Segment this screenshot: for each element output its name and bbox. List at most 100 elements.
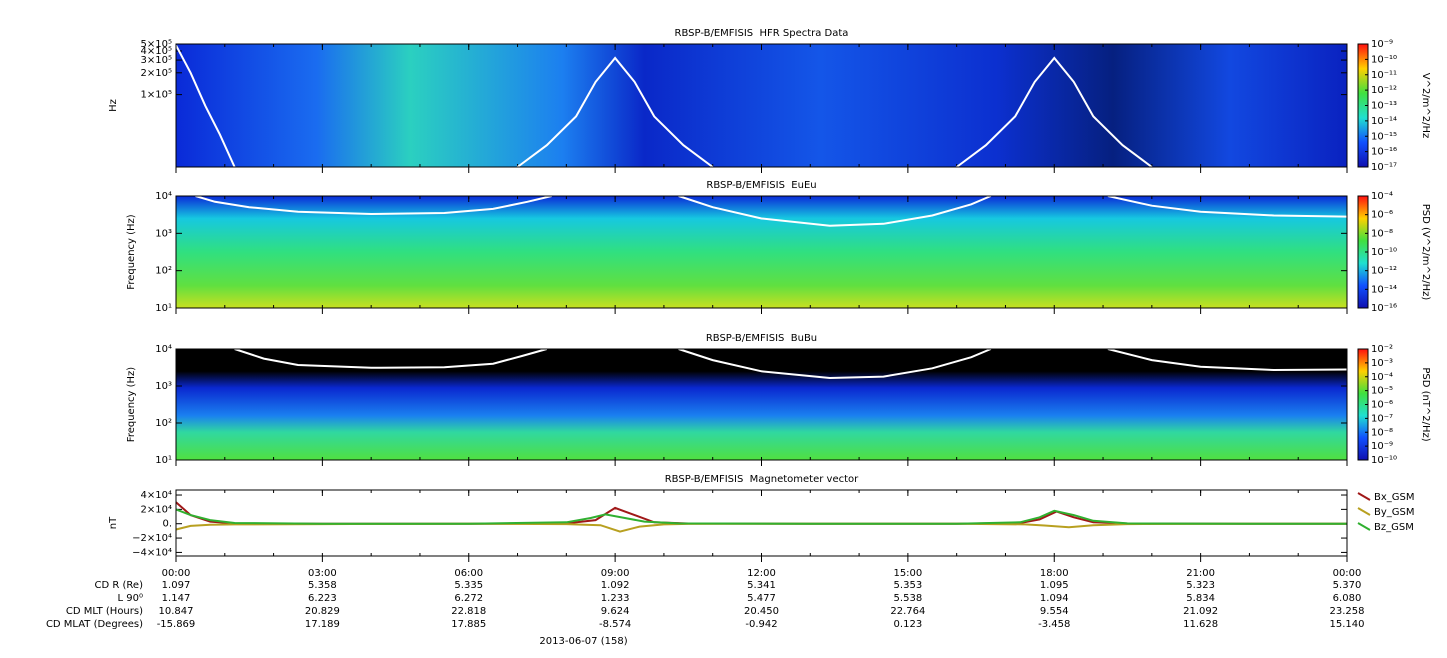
y-tick-label: 2×10⁴ bbox=[141, 504, 172, 515]
ephemeris-value: -0.942 bbox=[745, 619, 777, 630]
ephemeris-value: 15.140 bbox=[1330, 619, 1365, 630]
y-tick-label: 3×10⁵ bbox=[141, 55, 172, 66]
plot-frame bbox=[175, 43, 1348, 168]
y-tick-label: 10² bbox=[155, 266, 172, 277]
ephemeris-value: 1.095 bbox=[1040, 580, 1069, 591]
y-tick-label: 10⁴ bbox=[155, 191, 172, 202]
ephemeris-value: 11.628 bbox=[1183, 619, 1218, 630]
colorbar-tick-label: 10⁻⁶ bbox=[1371, 400, 1393, 411]
colorbar-tick-label: 10⁻¹⁷ bbox=[1371, 162, 1397, 173]
colorbar-tick-label: 10⁻⁴ bbox=[1371, 191, 1393, 202]
cyclotron-line bbox=[234, 348, 1348, 380]
x-tick-label: 12:00 bbox=[747, 568, 776, 579]
x-tick-label: 18:00 bbox=[1040, 568, 1069, 579]
ephemeris-value: 10.847 bbox=[159, 606, 194, 617]
legend-swatch bbox=[1357, 507, 1371, 516]
cyclotron-line bbox=[195, 195, 1348, 227]
y-tick-label: 10⁴ bbox=[155, 344, 172, 355]
colorbar-tick-label: 10⁻¹⁵ bbox=[1371, 131, 1397, 142]
ephemeris-value: 5.341 bbox=[747, 580, 776, 591]
colorbar-tick-label: 10⁻³ bbox=[1371, 358, 1393, 369]
ephemeris-value: 17.885 bbox=[451, 619, 486, 630]
ephemeris-label: L 90⁰ bbox=[118, 593, 143, 604]
colorbar-tick-label: 10⁻¹³ bbox=[1371, 101, 1397, 112]
ephemeris-label: CD MLAT (Degrees) bbox=[46, 619, 143, 630]
ephemeris-value: -8.574 bbox=[599, 619, 631, 630]
y-tick-label: 4×10⁴ bbox=[141, 490, 172, 501]
series-line bbox=[175, 508, 1347, 525]
x-tick-label: 03:00 bbox=[308, 568, 337, 579]
panel-title: RBSP-B/EMFISIS Magnetometer vector bbox=[665, 474, 859, 485]
panel-title: RBSP-B/EMFISIS BuBu bbox=[706, 333, 817, 344]
colorbar-tick-label: 10⁻⁶ bbox=[1371, 210, 1393, 221]
ephemeris-value: 5.335 bbox=[454, 580, 483, 591]
ephemeris-value: 22.764 bbox=[890, 606, 925, 617]
y-tick-label: 10³ bbox=[155, 228, 172, 239]
colorbar-tick-label: 10⁻¹⁰ bbox=[1371, 455, 1397, 466]
ephemeris-value: 1.233 bbox=[601, 593, 630, 604]
colorbar-label: PSD (V^2/m^2/Hz) bbox=[1420, 204, 1431, 301]
plot-frame bbox=[175, 348, 1348, 461]
ephemeris-value: 22.818 bbox=[451, 606, 486, 617]
colorbar-tick-label: 10⁻¹¹ bbox=[1371, 70, 1397, 81]
y-tick-label: 10¹ bbox=[155, 303, 172, 314]
legend-label: By_GSM bbox=[1374, 507, 1415, 518]
colorbar-tick-label: 10⁻⁴ bbox=[1371, 372, 1393, 383]
ephemeris-value: 9.624 bbox=[601, 606, 630, 617]
ephemeris-value: 6.080 bbox=[1333, 593, 1362, 604]
colorbar-tick-label: 10⁻¹⁴ bbox=[1371, 284, 1397, 295]
colorbar-tick-label: 10⁻⁹ bbox=[1371, 39, 1393, 50]
ephemeris-value: 21.092 bbox=[1183, 606, 1218, 617]
colorbar-tick-label: 10⁻¹⁴ bbox=[1371, 116, 1397, 127]
ephemeris-value: 5.538 bbox=[894, 593, 923, 604]
x-tick-label: 00:00 bbox=[162, 568, 191, 579]
colorbar-tick-label: 10⁻⁷ bbox=[1371, 413, 1393, 424]
colorbar-tick-label: 10⁻¹⁶ bbox=[1371, 147, 1397, 158]
y-tick-label: 10³ bbox=[155, 381, 172, 392]
ephemeris-value: 1.094 bbox=[1040, 593, 1069, 604]
y-tick-label: 4×10⁵ bbox=[141, 46, 172, 57]
y-axis-label: nT bbox=[108, 516, 119, 529]
y-axis-label: Frequency (Hz) bbox=[126, 214, 137, 290]
panel-title: RBSP-B/EMFISIS HFR Spectra Data bbox=[675, 28, 849, 39]
ephemeris-value: 5.477 bbox=[747, 593, 776, 604]
ephemeris-value: 1.147 bbox=[162, 593, 191, 604]
y-axis-label: Hz bbox=[108, 99, 119, 112]
y-tick-label: 2×10⁵ bbox=[141, 68, 172, 79]
ephemeris-value: 5.834 bbox=[1186, 593, 1215, 604]
colorbar-tick-label: 10⁻⁹ bbox=[1371, 441, 1393, 452]
ephemeris-value: 17.189 bbox=[305, 619, 340, 630]
colorbar-tick-label: 10⁻¹² bbox=[1371, 266, 1397, 277]
colorbar-tick-label: 10⁻⁵ bbox=[1371, 386, 1393, 397]
ephemeris-value: 23.258 bbox=[1330, 606, 1365, 617]
x-axis-label: 2013-06-07 (158) bbox=[539, 636, 627, 647]
ephemeris-value: 9.554 bbox=[1040, 606, 1069, 617]
x-tick-label: 09:00 bbox=[601, 568, 630, 579]
y-tick-label: 10² bbox=[155, 418, 172, 429]
y-tick-label: 0. bbox=[162, 519, 172, 530]
panel-title: RBSP-B/EMFISIS EuEu bbox=[706, 180, 816, 191]
colorbar-tick-label: 10⁻⁸ bbox=[1371, 228, 1393, 239]
ephemeris-value: 20.829 bbox=[305, 606, 340, 617]
legend-label: Bz_GSM bbox=[1374, 522, 1414, 533]
y-axis-label: Frequency (Hz) bbox=[126, 367, 137, 443]
ephemeris-value: 6.272 bbox=[454, 593, 483, 604]
colorbar-tick-label: 10⁻² bbox=[1371, 344, 1393, 355]
series-line bbox=[175, 501, 1347, 525]
x-tick-label: 21:00 bbox=[1186, 568, 1215, 579]
ephemeris-value: 5.323 bbox=[1186, 580, 1215, 591]
ephemeris-value: 0.123 bbox=[894, 619, 923, 630]
colorbar-label: PSD (nT^2/Hz) bbox=[1420, 367, 1431, 441]
ephemeris-value: 20.450 bbox=[744, 606, 779, 617]
ephemeris-value: 5.353 bbox=[894, 580, 923, 591]
colorbar-tick-label: 10⁻¹⁰ bbox=[1371, 54, 1397, 65]
y-tick-label: 1×10⁵ bbox=[141, 90, 172, 101]
ephemeris-value: 1.097 bbox=[162, 580, 191, 591]
x-tick-label: 06:00 bbox=[454, 568, 483, 579]
y-tick-label: 10¹ bbox=[155, 455, 172, 466]
ephemeris-value: 6.223 bbox=[308, 593, 337, 604]
spectrogram-image bbox=[176, 44, 1347, 167]
ephemeris-value: 5.358 bbox=[308, 580, 337, 591]
ephemeris-label: CD R (Re) bbox=[95, 580, 144, 591]
y-tick-label: −4×10⁴ bbox=[132, 547, 172, 558]
